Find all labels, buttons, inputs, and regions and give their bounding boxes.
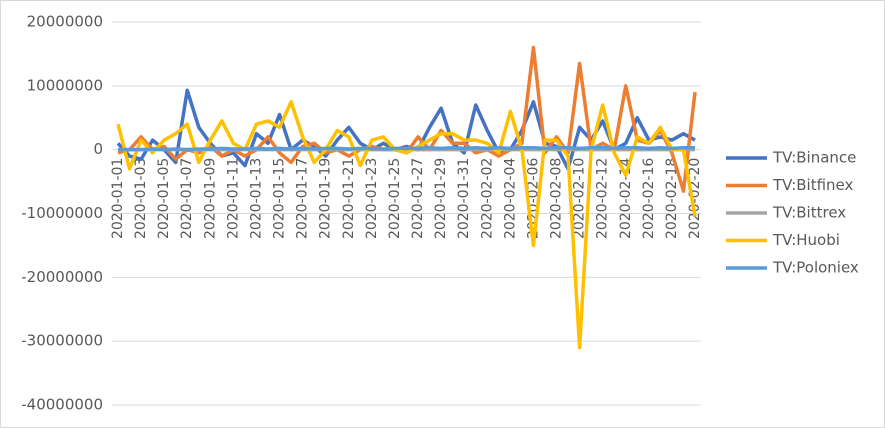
x-tick-label: 2020-01-29 bbox=[433, 158, 449, 239]
y-tick-label: 10000000 bbox=[27, 76, 103, 94]
x-tick-label: 2020-01-13 bbox=[248, 158, 264, 239]
legend-label: TV:Binance bbox=[772, 149, 856, 167]
x-tick-label: 2020-02-20 bbox=[687, 158, 703, 239]
x-tick-label: 2020-01-25 bbox=[387, 158, 403, 239]
y-tick-label: -20000000 bbox=[21, 268, 103, 286]
x-tick-label: 2020-02-04 bbox=[502, 158, 518, 239]
y-tick-label: 0 bbox=[93, 140, 103, 158]
x-tick-label: 2020-01-09 bbox=[202, 158, 218, 239]
x-tick-label: 2020-01-11 bbox=[225, 158, 241, 239]
series-line bbox=[116, 100, 697, 350]
x-tick-label: 2020-01-01 bbox=[110, 158, 126, 239]
x-tick-label: 2020-02-08 bbox=[549, 158, 565, 239]
x-tick-label: 2020-01-15 bbox=[272, 158, 288, 239]
x-tick-label: 2020-01-21 bbox=[341, 158, 357, 239]
x-tick-label: 2020-01-17 bbox=[295, 158, 311, 239]
x-tick-label: 2020-01-19 bbox=[318, 158, 334, 239]
legend-label: TV:Huobi bbox=[772, 231, 840, 249]
x-tick-label: 2020-01-23 bbox=[364, 158, 380, 239]
x-tick-label: 2020-02-18 bbox=[664, 158, 680, 239]
x-tick-label: 2020-02-12 bbox=[595, 158, 611, 239]
x-tick-label: 2020-01-03 bbox=[133, 158, 149, 239]
x-tick-label: 2020-01-31 bbox=[456, 158, 472, 239]
legend-label: TV:Bitfinex bbox=[772, 176, 854, 194]
legend-label: TV:Bittrex bbox=[772, 204, 846, 222]
x-tick-label: 2020-02-02 bbox=[479, 158, 495, 239]
y-tick-label: -40000000 bbox=[21, 396, 103, 414]
x-tick-label: 2020-01-27 bbox=[410, 158, 426, 239]
y-tick-label: 20000000 bbox=[27, 13, 103, 31]
x-tick-label: 2020-02-16 bbox=[641, 158, 657, 239]
x-tick-label: 2020-02-10 bbox=[572, 158, 588, 239]
series-line bbox=[118, 146, 695, 152]
x-tick-label: 2020-01-05 bbox=[156, 158, 172, 239]
x-tick-label: 2020-02-14 bbox=[618, 158, 634, 239]
x-tick-label: 2020-01-07 bbox=[179, 158, 195, 239]
legend-label: TV:Poloniex bbox=[772, 259, 859, 277]
y-tick-label: -30000000 bbox=[21, 332, 103, 350]
y-tick-label: -10000000 bbox=[21, 204, 103, 222]
